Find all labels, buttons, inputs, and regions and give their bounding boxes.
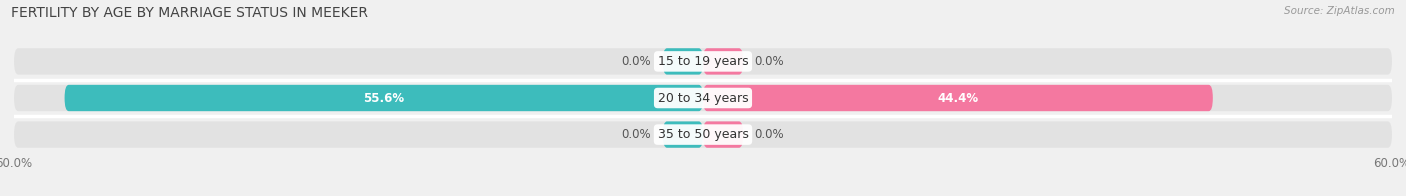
FancyBboxPatch shape: [14, 48, 1392, 75]
FancyBboxPatch shape: [65, 85, 703, 111]
FancyBboxPatch shape: [662, 48, 703, 75]
Legend: Married, Unmarried: Married, Unmarried: [624, 193, 782, 196]
Text: 0.0%: 0.0%: [755, 55, 785, 68]
Text: 0.0%: 0.0%: [621, 128, 651, 141]
FancyBboxPatch shape: [703, 121, 744, 148]
Text: 35 to 50 years: 35 to 50 years: [658, 128, 748, 141]
Text: 44.4%: 44.4%: [938, 92, 979, 104]
FancyBboxPatch shape: [703, 48, 744, 75]
Text: 0.0%: 0.0%: [621, 55, 651, 68]
Text: 55.6%: 55.6%: [363, 92, 405, 104]
Text: Source: ZipAtlas.com: Source: ZipAtlas.com: [1284, 6, 1395, 16]
FancyBboxPatch shape: [14, 121, 1392, 148]
FancyBboxPatch shape: [14, 85, 1392, 111]
Text: 20 to 34 years: 20 to 34 years: [658, 92, 748, 104]
FancyBboxPatch shape: [703, 85, 1213, 111]
Text: FERTILITY BY AGE BY MARRIAGE STATUS IN MEEKER: FERTILITY BY AGE BY MARRIAGE STATUS IN M…: [11, 6, 368, 20]
Text: 0.0%: 0.0%: [755, 128, 785, 141]
Text: 15 to 19 years: 15 to 19 years: [658, 55, 748, 68]
FancyBboxPatch shape: [662, 121, 703, 148]
